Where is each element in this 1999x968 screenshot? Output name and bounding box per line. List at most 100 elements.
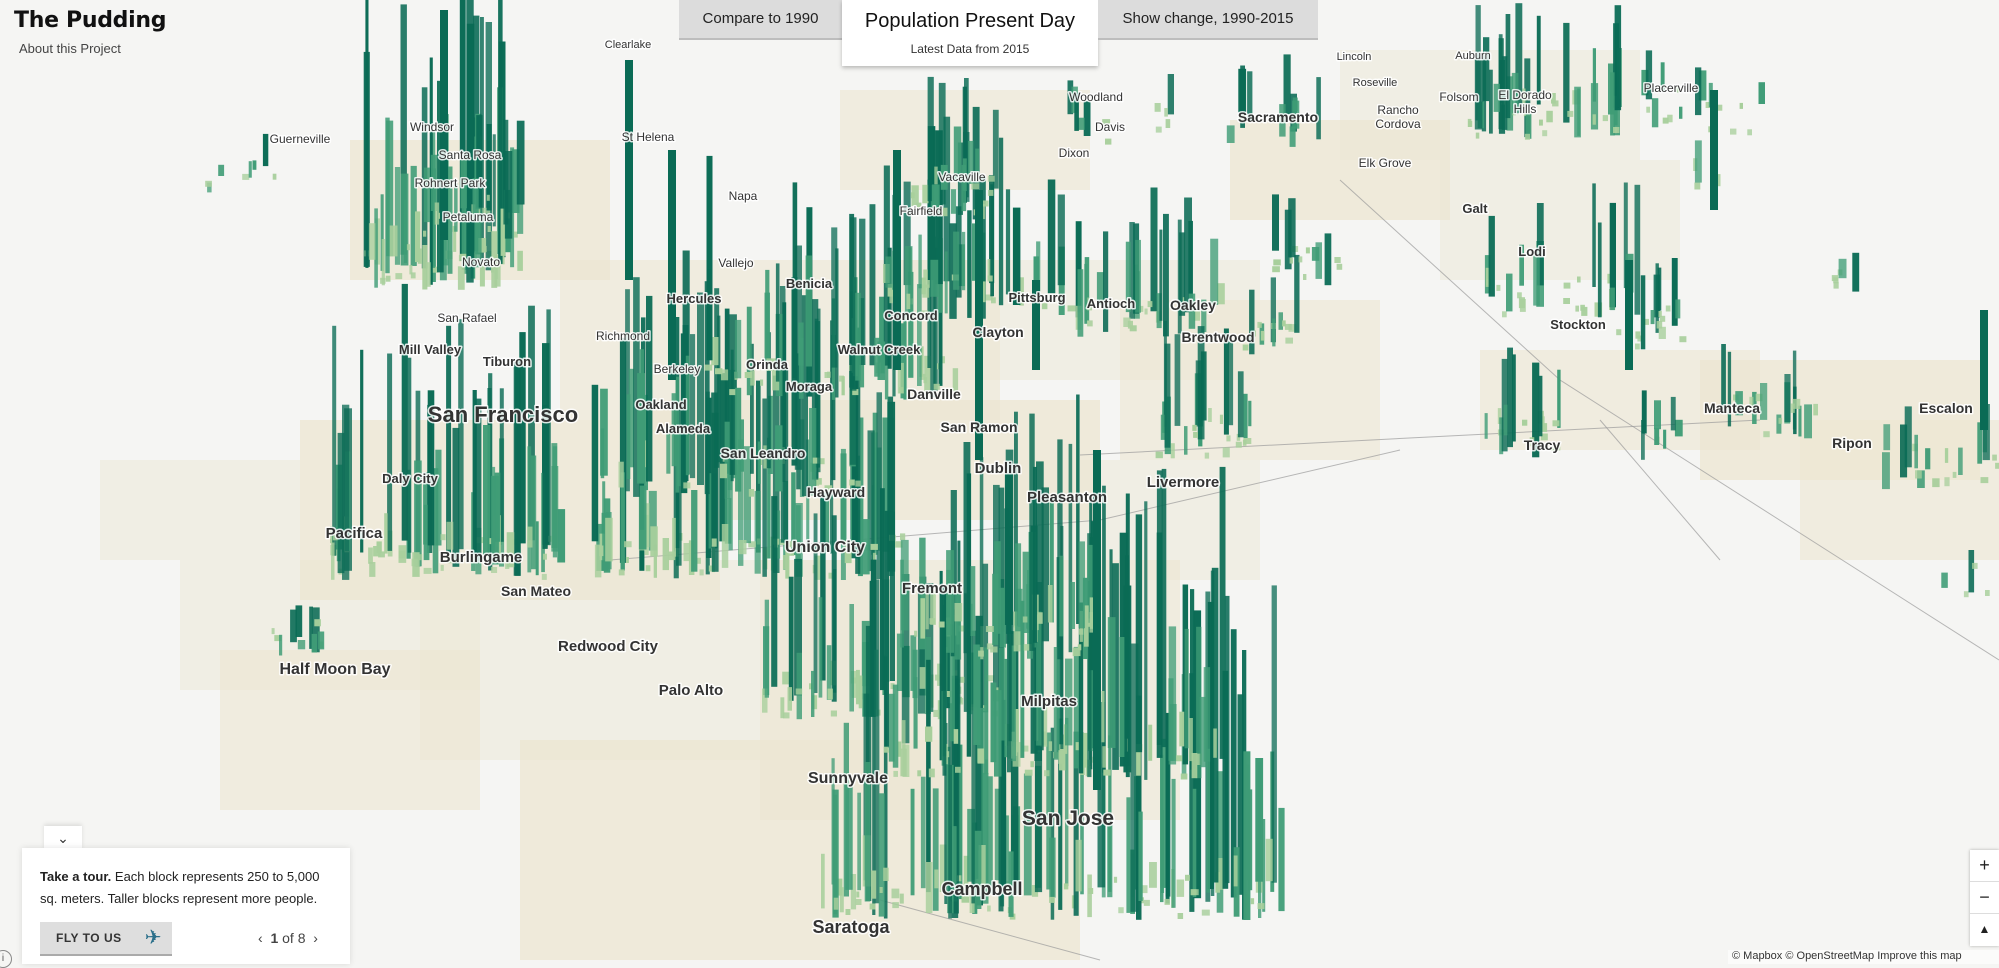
population-bar [1292,97,1298,112]
land-tile [1800,420,1999,560]
population-bar [939,570,943,761]
population-bar [1012,207,1021,305]
population-bar [900,539,909,631]
population-bar [948,703,952,919]
population-bar [487,226,491,232]
population-bar [813,513,818,693]
population-bar [1882,452,1890,490]
about-project-link[interactable]: About this Project [19,41,121,56]
population-bar [763,445,770,469]
population-bar [924,390,928,397]
population-bar [331,542,335,580]
tour-collapse-button[interactable]: ⌄ [44,826,82,850]
population-bar [458,255,467,262]
population-bar [1292,100,1300,129]
population-bar [1049,896,1055,903]
population-bar [1592,183,1596,287]
population-bar [1941,572,1948,588]
population-bar [1992,454,1997,461]
fly-to-us-button[interactable]: FLY TO US ✈ [40,922,172,956]
population-bar [1049,837,1056,898]
population-bar [1270,277,1276,343]
city-label: Campbell [941,879,1022,899]
population-bar [901,574,910,744]
population-bar [1790,403,1795,413]
population-bar [805,255,812,367]
population-bar [1048,741,1053,751]
population-bar [729,389,736,396]
population-bar [856,891,860,898]
population-bar [1107,617,1116,748]
population-bar [472,178,479,220]
population-bar [1190,589,1195,770]
city-label: Galt [1462,201,1488,216]
population-bar [1049,498,1054,623]
next-arrow-icon[interactable]: › [313,930,318,946]
population-bar [478,238,487,253]
city-label: Concord [884,308,938,323]
tour-lead: Take a tour. [40,869,112,884]
pudding-logo[interactable]: The Pudding [14,8,167,33]
compass-button[interactable]: ▲ [1978,922,1991,936]
population-bar [961,231,966,291]
population-bar [1662,117,1669,124]
population-bar [1233,855,1238,887]
population-bar [1914,434,1918,469]
population-bar [857,510,863,577]
population-bar [1193,431,1198,438]
population-bar [1667,114,1673,123]
zoom-in-button[interactable]: + [1970,850,1999,882]
population-bar [791,472,796,556]
active-mode-subtitle: Latest Data from 2015 [910,42,1030,56]
population-bar [884,510,889,748]
population-bar [902,744,910,777]
population-bar [466,0,474,283]
population-bar [987,175,995,182]
population-bar [1083,101,1091,136]
population-bar [994,690,1002,777]
population-bar [1303,274,1307,280]
population-bar [949,624,955,742]
population-bar [867,430,875,572]
population-bar [1188,718,1193,762]
population-bar [1012,742,1021,767]
population-bar [850,874,857,910]
population-bar [1625,260,1633,370]
population-bar [474,398,482,562]
population-bar [491,567,498,573]
map-attribution[interactable]: © Mapbox © OpenStreetMap Improve this ma… [1728,950,1999,964]
population-bar [1763,431,1770,438]
population-bar [1963,591,1969,598]
population-bar [780,697,785,719]
population-bar [794,381,799,388]
population-bar [721,524,729,568]
population-bar [431,266,438,273]
prev-arrow-icon[interactable]: ‹ [258,930,263,946]
population-bar [483,425,491,555]
population-bar [506,532,515,568]
population-bar [653,544,657,578]
zoom-out-button[interactable]: − [1970,882,1999,914]
population-bar [796,505,801,562]
population-bar [924,355,931,391]
population-bar [482,207,490,214]
population-bar [1658,311,1662,317]
population-bar [1179,711,1185,747]
show-change-button[interactable]: Show change, 1990-2015 [1098,0,1318,40]
population-bar [1047,179,1056,294]
population-bar [417,248,422,264]
population-bar [1023,644,1032,651]
population-bar [925,726,933,742]
info-icon[interactable]: i [0,950,12,968]
population-bar [625,557,629,563]
population-bar [542,553,547,560]
population-present-day-tab[interactable]: Population Present Day Latest Data from … [842,0,1098,66]
population-bar [795,688,803,695]
compare-1990-button[interactable]: Compare to 1990 [679,0,842,40]
city-label: Livermore [1147,474,1220,491]
population-bar [897,362,904,394]
population-bar [851,677,857,698]
population-bar [683,482,691,489]
